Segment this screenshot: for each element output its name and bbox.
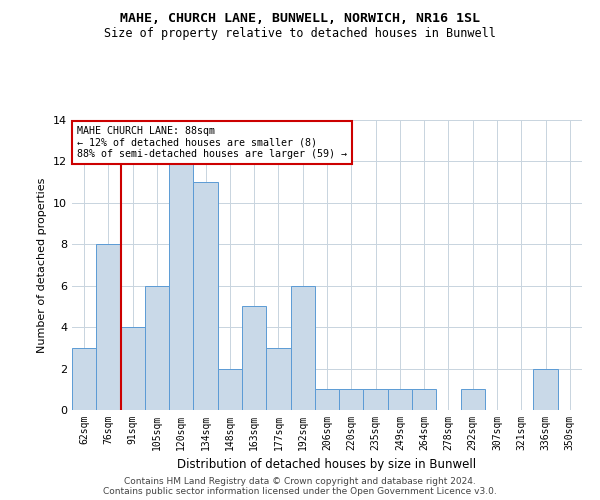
Bar: [96, 244, 121, 410]
Bar: [218, 368, 242, 410]
Text: Contains HM Land Registry data © Crown copyright and database right 2024.: Contains HM Land Registry data © Crown c…: [124, 477, 476, 486]
Bar: [169, 162, 193, 410]
Bar: [315, 390, 339, 410]
Text: MAHE, CHURCH LANE, BUNWELL, NORWICH, NR16 1SL: MAHE, CHURCH LANE, BUNWELL, NORWICH, NR1…: [120, 12, 480, 26]
Bar: [290, 286, 315, 410]
Bar: [388, 390, 412, 410]
Bar: [533, 368, 558, 410]
Bar: [121, 327, 145, 410]
Bar: [145, 286, 169, 410]
Bar: [339, 390, 364, 410]
Bar: [461, 390, 485, 410]
Text: Size of property relative to detached houses in Bunwell: Size of property relative to detached ho…: [104, 28, 496, 40]
Bar: [242, 306, 266, 410]
Text: MAHE CHURCH LANE: 88sqm
← 12% of detached houses are smaller (8)
88% of semi-det: MAHE CHURCH LANE: 88sqm ← 12% of detache…: [77, 126, 347, 159]
Bar: [72, 348, 96, 410]
Text: Contains public sector information licensed under the Open Government Licence v3: Contains public sector information licen…: [103, 487, 497, 496]
Y-axis label: Number of detached properties: Number of detached properties: [37, 178, 47, 352]
Bar: [266, 348, 290, 410]
Bar: [193, 182, 218, 410]
X-axis label: Distribution of detached houses by size in Bunwell: Distribution of detached houses by size …: [178, 458, 476, 471]
Bar: [364, 390, 388, 410]
Bar: [412, 390, 436, 410]
